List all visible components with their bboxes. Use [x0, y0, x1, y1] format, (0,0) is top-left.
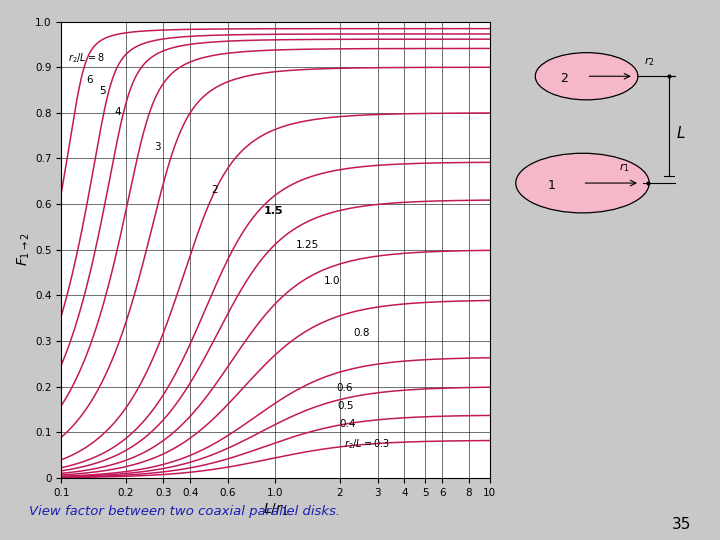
Text: View factor between two coaxial parallel disks.: View factor between two coaxial parallel…	[29, 505, 340, 518]
Text: $r_1$: $r_1$	[619, 161, 630, 174]
Text: $r_2$: $r_2$	[644, 55, 654, 68]
X-axis label: $L/r_1$: $L/r_1$	[263, 502, 288, 518]
Text: 0.5: 0.5	[338, 401, 354, 411]
Text: 1.0: 1.0	[324, 276, 340, 286]
Text: 4: 4	[114, 107, 122, 117]
Text: 0.8: 0.8	[353, 328, 369, 338]
Text: 1.5: 1.5	[264, 206, 283, 215]
Text: 0.4: 0.4	[339, 418, 356, 429]
Y-axis label: $F_{1 \rightarrow 2}$: $F_{1 \rightarrow 2}$	[16, 233, 32, 266]
Text: 2: 2	[211, 185, 217, 195]
Text: 2: 2	[560, 72, 568, 85]
Ellipse shape	[516, 153, 649, 213]
Text: 0.6: 0.6	[336, 383, 353, 393]
Text: 6: 6	[86, 75, 93, 85]
Text: 1: 1	[548, 179, 556, 192]
Text: 5: 5	[99, 85, 106, 96]
Text: $r_2/L = 8$: $r_2/L = 8$	[68, 51, 105, 65]
Text: $L$: $L$	[676, 125, 685, 141]
Text: $r_2/L = 0.3$: $r_2/L = 0.3$	[344, 437, 390, 450]
Text: 1.25: 1.25	[296, 240, 320, 249]
Text: 35: 35	[672, 517, 691, 532]
Text: 3: 3	[154, 141, 161, 152]
Ellipse shape	[535, 53, 638, 100]
